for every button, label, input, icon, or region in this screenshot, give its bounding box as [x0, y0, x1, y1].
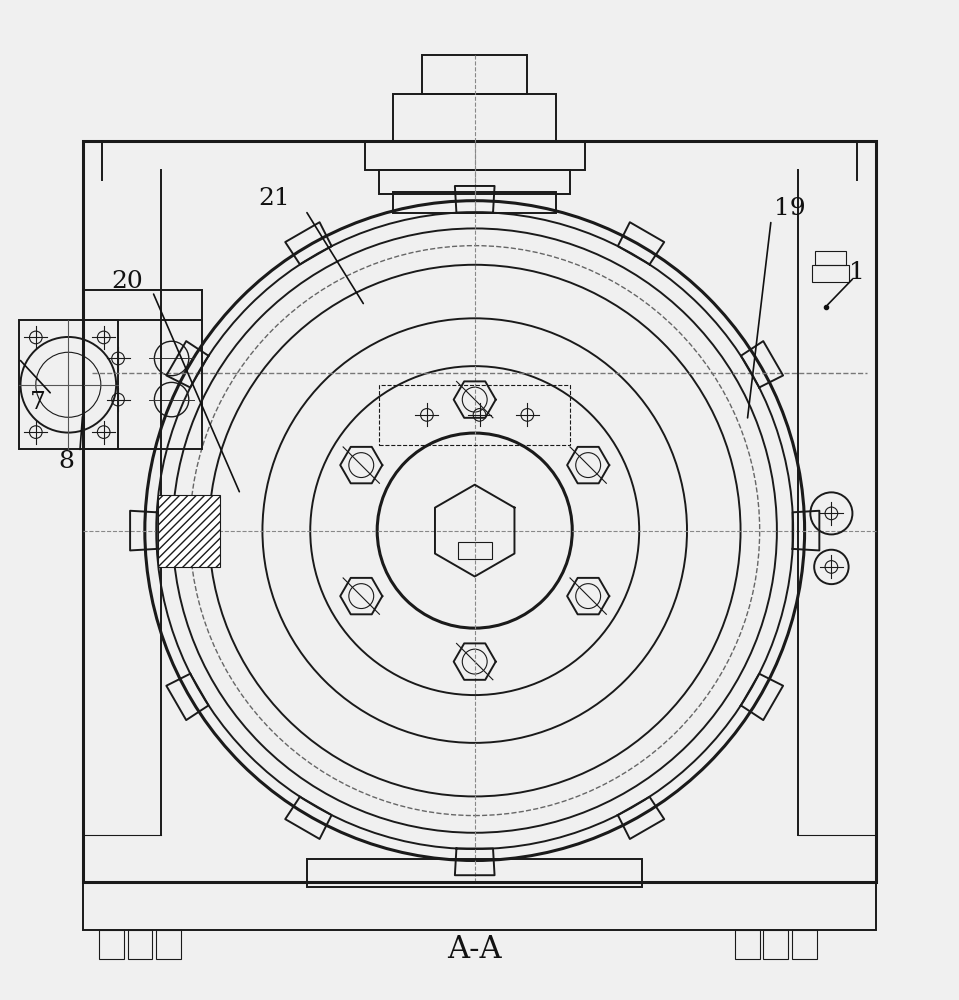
Bar — [156, 930, 181, 959]
Text: 8: 8 — [58, 450, 75, 473]
Bar — [815, 251, 846, 265]
Bar — [18, 320, 118, 449]
Bar — [735, 930, 760, 959]
Bar — [422, 55, 527, 94]
Text: 21: 21 — [258, 187, 290, 210]
Bar — [792, 930, 817, 959]
Bar — [457, 542, 492, 559]
Bar — [158, 495, 221, 567]
Bar — [99, 930, 124, 959]
Bar — [393, 192, 556, 213]
Bar — [82, 141, 877, 882]
Bar — [379, 170, 571, 194]
Bar — [763, 930, 788, 959]
Text: 20: 20 — [112, 270, 144, 293]
Text: 1: 1 — [850, 261, 865, 284]
Text: 7: 7 — [30, 391, 46, 414]
Bar — [364, 141, 585, 170]
Bar — [128, 930, 152, 959]
Text: A-A: A-A — [448, 934, 502, 965]
Bar — [308, 859, 643, 887]
Bar — [379, 385, 571, 445]
Text: 19: 19 — [775, 197, 807, 220]
Bar — [812, 265, 849, 282]
Bar — [82, 320, 202, 449]
Bar — [393, 94, 556, 141]
Bar — [82, 882, 877, 930]
